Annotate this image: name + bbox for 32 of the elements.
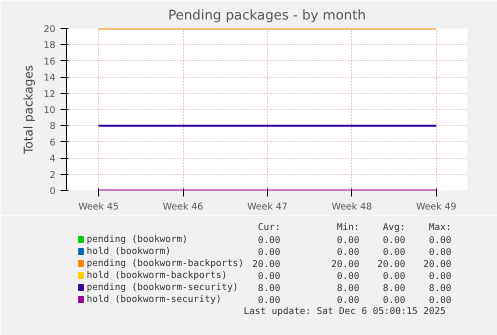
y-tick-label: 8 — [50, 121, 56, 132]
chart-title: Pending packages - by month — [168, 8, 366, 24]
text: 8.00 8.00 8.00 8.00 — [258, 283, 452, 294]
legend-label: hold (bookworm-backports) — [86, 270, 228, 281]
y-tick-label: 16 — [44, 56, 56, 68]
legend-label: pending (bookworm-backports) — [86, 258, 244, 269]
y-tick-label: 10 — [44, 105, 56, 116]
text: 0.00 0.00 0.00 0.00 — [258, 295, 452, 306]
text: 0.00 0.00 0.00 0.00 — [258, 235, 452, 246]
y-tick-label: 4 — [50, 154, 56, 165]
y-tick-label: 18 — [44, 40, 56, 52]
x-tick-label: Week 47 — [247, 202, 288, 212]
x-tick-label: Week 49 — [416, 202, 457, 212]
y-tick-label: 2 — [50, 170, 56, 181]
y-tick-label: 12 — [44, 88, 56, 100]
text: 20.00 20.00 20.00 20.00 — [252, 259, 452, 270]
text: 0.00 0.00 0.00 0.00 — [258, 247, 452, 258]
legend-label: pending (bookworm-security) — [86, 282, 238, 293]
legend-label: hold (bookworm-security) — [86, 294, 222, 305]
y-axis-title: Total packages — [22, 65, 36, 155]
y-tick-label: 0 — [50, 186, 56, 197]
y-tick-label: 14 — [44, 72, 56, 84]
legend-label: hold (bookworm) — [86, 246, 171, 257]
text: Last update: Sat Dec 6 05:00:15 2025 — [244, 306, 446, 317]
x-tick-label: Week 46 — [162, 202, 204, 212]
x-tick-label: Week 48 — [332, 202, 372, 212]
y-tick-label: 6 — [50, 137, 56, 148]
text: 0.00 0.00 0.00 0.00 — [258, 271, 452, 282]
legend-label: pending (bookworm) — [86, 234, 188, 245]
y-tick-label: 20 — [44, 24, 56, 35]
x-tick-label: Week 45 — [78, 202, 119, 212]
text: Cur: Min: Avg: Max: — [258, 222, 452, 233]
